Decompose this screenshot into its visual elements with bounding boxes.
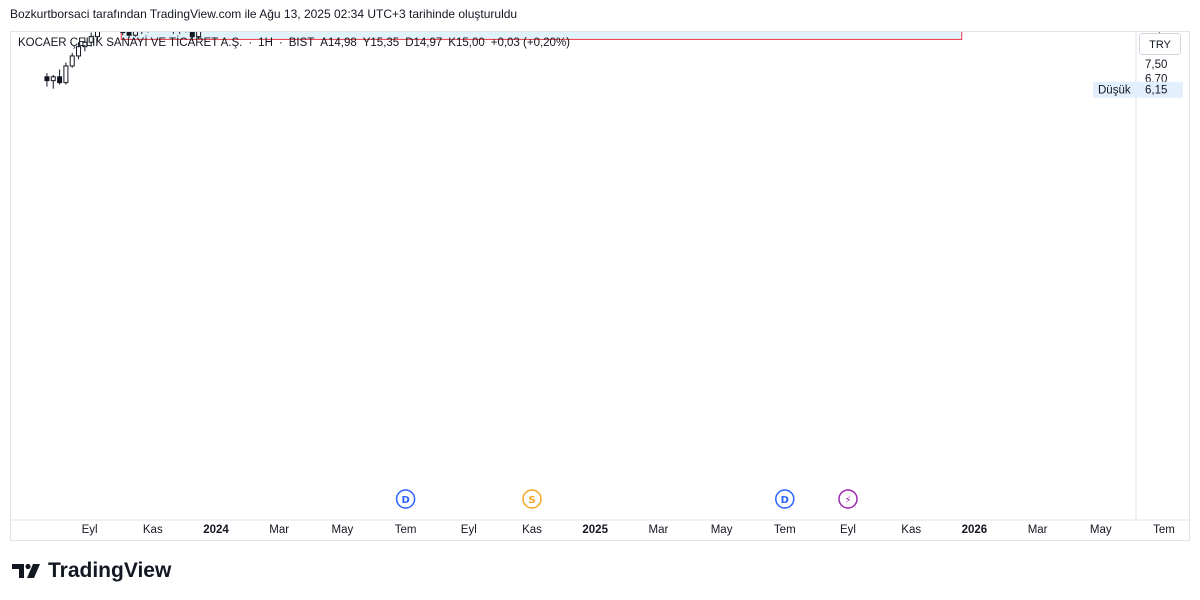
candle-up[interactable]: [76, 46, 82, 57]
time-tick-label: Tem: [395, 524, 417, 536]
time-tick-label: Eyl: [461, 524, 477, 536]
time-tick-label: Tem: [1153, 524, 1175, 536]
event-marker-letter: D: [401, 495, 409, 506]
candle-down[interactable]: [44, 76, 50, 82]
ohlc-change: +0,03 (+0,20%): [490, 37, 571, 49]
support-zone[interactable]: [120, 32, 963, 40]
candle-down[interactable]: [189, 32, 195, 38]
currency-button[interactable]: TRY: [1139, 33, 1181, 55]
candle-down[interactable]: [120, 32, 126, 34]
tradingview-wordmark: TradingView: [48, 559, 172, 582]
tradingview-logo[interactable]: TradingView: [12, 557, 171, 585]
time-tick-label: Tem: [774, 524, 796, 536]
event-marker-letter: S: [528, 495, 535, 506]
time-tick-label: Eyl: [840, 524, 856, 536]
event-marker-letter: ⚡: [844, 495, 851, 506]
time-tick-label: Eyl: [82, 524, 98, 536]
time-tick-label: 2026: [962, 524, 988, 536]
chart-frame[interactable]: 30,0026,0022,0019,0015,0013,0010,008,507…: [10, 31, 1191, 542]
candle-up[interactable]: [50, 76, 56, 82]
symbol-exchange: BIST: [288, 37, 315, 49]
time-tick-label: Kas: [901, 524, 921, 536]
ohlc-high: Y15,35: [362, 37, 400, 49]
candle-down[interactable]: [126, 32, 132, 36]
candle-up[interactable]: [88, 36, 94, 43]
event-marker-icon[interactable]: [522, 489, 542, 509]
time-tick-label: Kas: [522, 524, 542, 536]
event-marker-icon[interactable]: [395, 489, 416, 509]
symbol-interval: 1H: [258, 37, 273, 49]
low-extreme-box: [1093, 81, 1183, 98]
ohlc-open: A14,98: [320, 37, 357, 49]
candle-up[interactable]: [82, 41, 88, 48]
candle-up[interactable]: [196, 32, 202, 38]
low-extreme-label: Düşük: [1098, 85, 1131, 97]
event-marker-letter: D: [781, 495, 789, 506]
time-tick-label: May: [1090, 524, 1112, 536]
candle-up[interactable]: [132, 32, 138, 36]
time-tick-label: Mar: [648, 524, 668, 536]
time-tick-label: May: [332, 524, 354, 536]
chart-caption: Bozkurtborsaci tarafından TradingView.co…: [10, 7, 518, 21]
symbol-name[interactable]: KOCAER ÇELİK SANAYİ VE TİCARET A.Ş.: [18, 37, 243, 49]
ohlc-low: D14,97: [405, 37, 443, 49]
tradingview-mark-icon: [12, 563, 40, 578]
legend-separator: ·: [248, 37, 253, 49]
price-tick-label: 7,50: [1145, 59, 1167, 71]
time-tick-label: Mar: [269, 524, 289, 536]
candle-down[interactable]: [57, 76, 63, 84]
ohlc-close: K15,00: [448, 37, 485, 49]
time-tick-label: Kas: [143, 524, 163, 536]
candle-up[interactable]: [95, 32, 100, 38]
event-marker-icon[interactable]: [775, 489, 795, 509]
time-tick-label: May: [711, 524, 733, 536]
low-extreme-value: 6,15: [1145, 85, 1167, 97]
time-tick-label: Mar: [1028, 524, 1048, 536]
event-marker-icon[interactable]: [838, 489, 858, 509]
candle-up[interactable]: [63, 65, 69, 84]
legend-separator: ·: [278, 37, 283, 49]
time-tick-label: 2025: [582, 524, 608, 536]
chart-canvas[interactable]: 30,0026,0022,0019,0015,0013,0010,008,507…: [11, 32, 1191, 542]
time-tick-label: 2024: [203, 524, 229, 536]
candle-up[interactable]: [69, 55, 75, 67]
symbol-legend: KOCAER ÇELİK SANAYİ VE TİCARET A.Ş. · 1H · B…: [18, 37, 576, 49]
